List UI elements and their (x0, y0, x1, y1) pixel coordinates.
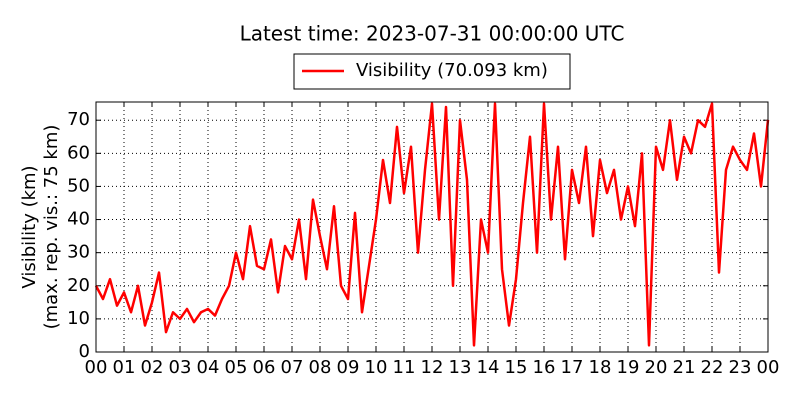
x-tick-label: 05 (225, 357, 248, 378)
x-tick-label: 12 (421, 357, 444, 378)
plot-frame (95, 101, 769, 353)
x-tick-label: 13 (449, 357, 472, 378)
x-tick-label: 20 (645, 357, 668, 378)
x-tick-label: 11 (393, 357, 416, 378)
y-tick-label: 70 (67, 109, 90, 130)
x-tick-label: 00 (85, 357, 108, 378)
x-tick-label: 18 (589, 357, 612, 378)
x-tick-label: 00 (757, 357, 780, 378)
x-tick-label: 19 (617, 357, 640, 378)
legend-label: Visibility (70.093 km) (356, 60, 548, 81)
y-tick-label: 60 (67, 142, 90, 163)
y-tick-label: 10 (67, 308, 90, 329)
y-tick-label: 40 (67, 209, 90, 230)
x-tick-label: 09 (337, 357, 360, 378)
y-tick-label: 20 (67, 275, 90, 296)
x-tick-label: 04 (197, 357, 220, 378)
x-tick-label: 15 (505, 357, 528, 378)
y-tick-label: 30 (67, 242, 90, 263)
y-axis-label: Visibility (km) (19, 165, 40, 288)
x-tick-label: 22 (701, 357, 724, 378)
x-tick-label: 07 (281, 357, 304, 378)
x-tick-label: 16 (533, 357, 556, 378)
x-tick-label: 01 (113, 357, 136, 378)
x-tick-label: 02 (141, 357, 164, 378)
y-tick-label: 0 (79, 341, 90, 362)
chart-title: Latest time: 2023-07-31 00:00:00 UTC (240, 22, 625, 46)
x-tick-label: 08 (309, 357, 332, 378)
x-tick-label: 06 (253, 357, 276, 378)
x-tick-label: 17 (561, 357, 584, 378)
x-tick-label: 10 (365, 357, 388, 378)
y-axis-label: (max. rep. vis.: 75 km) (41, 125, 62, 330)
x-tick-label: 21 (673, 357, 696, 378)
x-tick-label: 03 (169, 357, 192, 378)
data-line (94, 102, 770, 347)
y-tick-label: 50 (67, 175, 90, 196)
x-tick-label: 23 (729, 357, 752, 378)
x-tick-label: 14 (477, 357, 500, 378)
